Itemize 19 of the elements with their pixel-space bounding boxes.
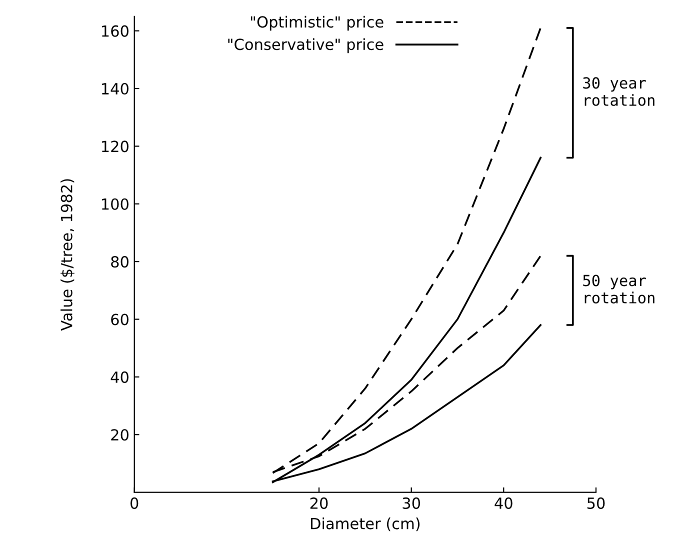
y-tick-label: 140 <box>102 82 128 95</box>
x-axis-title: Diameter (cm) <box>310 518 420 532</box>
legend-label: "Optimistic" price <box>250 16 384 31</box>
annotation: 50 year rotation <box>583 274 654 304</box>
legend-label: "Conservative" price <box>228 38 384 54</box>
x-tick-label: 50 <box>587 497 605 509</box>
y-tick-label: 20 <box>111 429 128 441</box>
y-tick-label: 40 <box>110 371 128 383</box>
y-tick-label: 100 <box>102 198 128 210</box>
annotation: 30 year rotation <box>583 77 654 106</box>
y-tick-label: 160 <box>102 25 128 37</box>
x-tick-label: 20 <box>310 497 328 509</box>
y-axis-title: Value ($/tree, 1982) <box>60 179 74 331</box>
y-tick-label: 80 <box>111 256 128 268</box>
y-tick-label: 60 <box>111 314 128 326</box>
y-tick-label: 120 <box>102 140 128 152</box>
x-tick-label: 40 <box>494 497 512 509</box>
x-tick-label: 0 <box>130 497 138 509</box>
x-tick-label: 30 <box>402 497 420 509</box>
